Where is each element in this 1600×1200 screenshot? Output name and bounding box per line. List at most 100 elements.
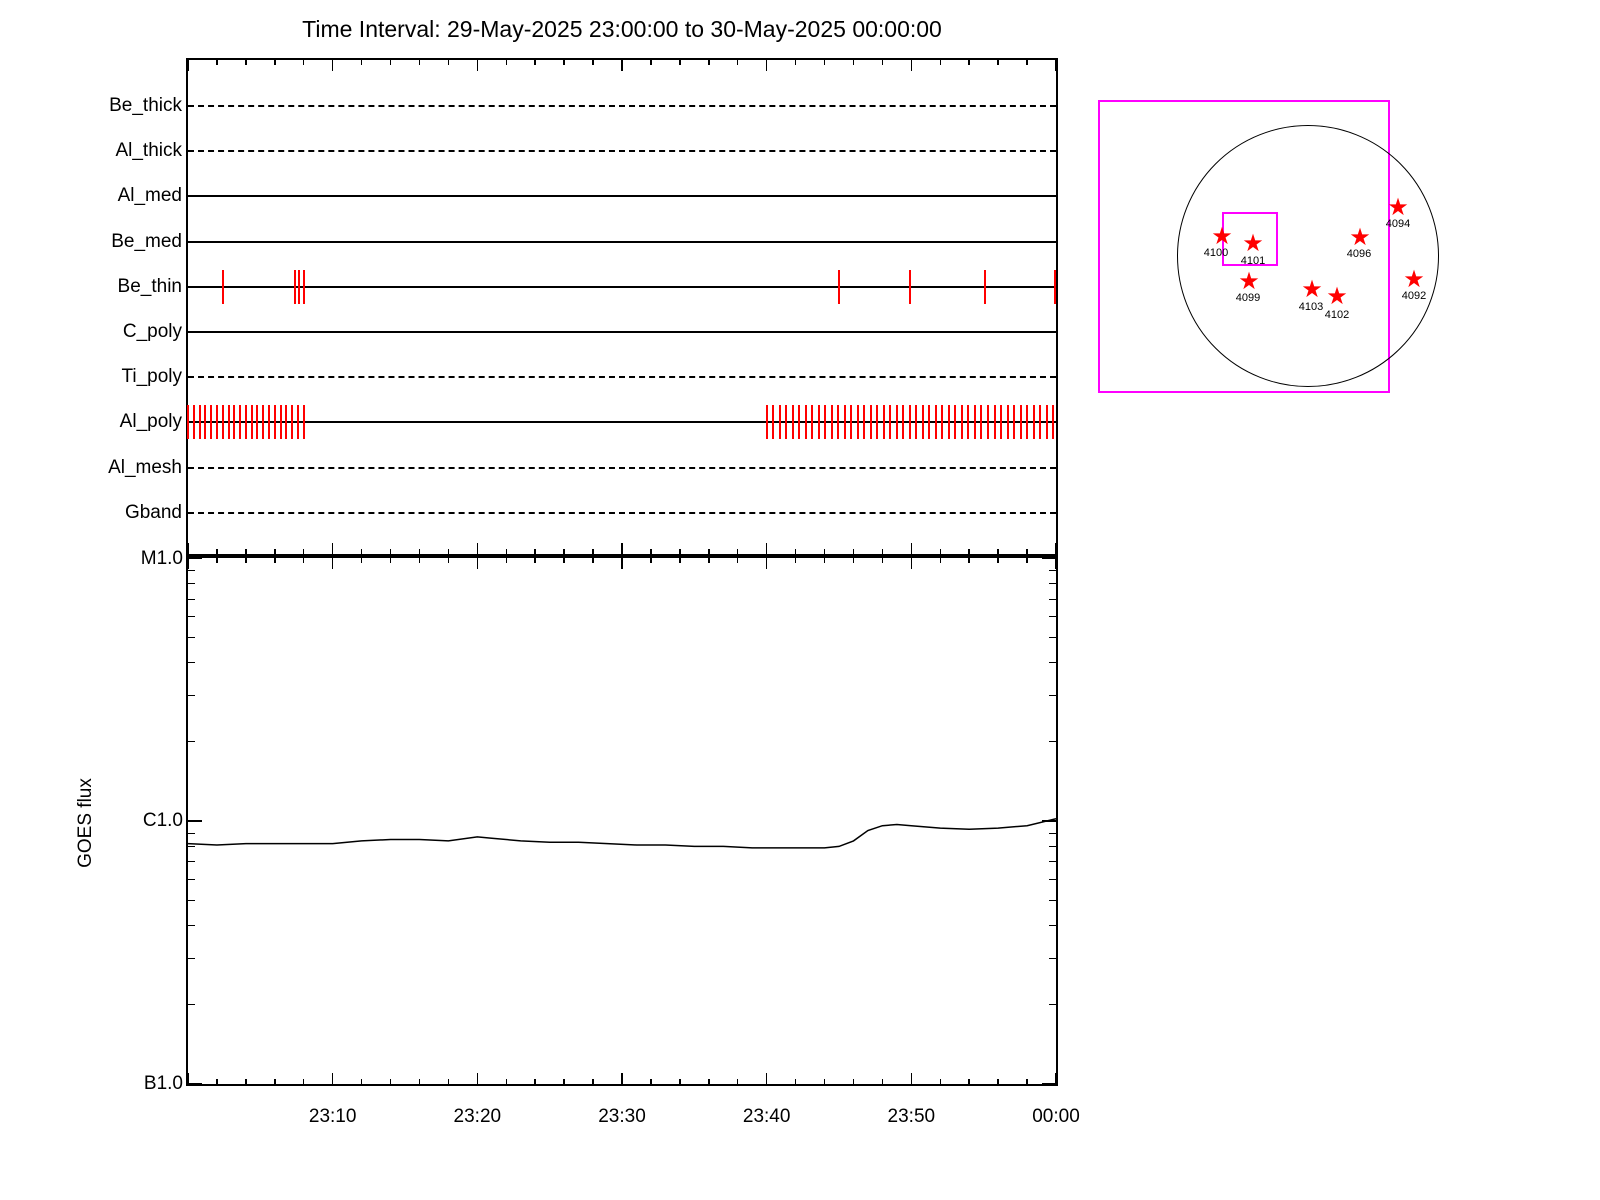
x-axis-tick: [765, 543, 768, 554]
x-axis-minor-tick: [823, 1079, 826, 1084]
observation-tick: [863, 405, 866, 440]
y-axis-minor-tick: [188, 598, 195, 600]
x-axis-minor-tick: [274, 1079, 276, 1084]
y-axis-minor-tick: [1049, 861, 1056, 863]
channel-line: [188, 421, 1056, 424]
x-axis-minor-tick: [968, 1079, 970, 1084]
x-axis-minor-tick: [794, 60, 797, 65]
channel-label-al_med: Al_med: [117, 185, 182, 207]
x-axis-minor-tick: [534, 549, 536, 554]
x-axis-tick: [1055, 60, 1057, 71]
x-axis-minor-tick: [447, 1079, 450, 1084]
observation-tick: [778, 405, 781, 440]
observation-tick: [1000, 405, 1003, 440]
observation-tick: [285, 405, 288, 440]
channel-label-be_thick: Be_thick: [109, 95, 182, 116]
x-axis-minor-tick: [274, 558, 276, 563]
x-axis-minor-tick: [679, 549, 681, 554]
y-axis-minor-tick: [188, 637, 195, 639]
x-axis-minor-tick: [708, 1079, 710, 1084]
y-axis-minor-tick: [188, 1003, 195, 1005]
x-axis-tick: [476, 1073, 479, 1084]
x-axis-minor-tick: [245, 1079, 247, 1084]
observation-tick: [830, 405, 833, 440]
y-tick-label: C1.0: [142, 810, 183, 831]
x-axis-minor-tick: [563, 549, 565, 554]
channel-label-al_poly: Al_poly: [119, 411, 182, 433]
x-axis-minor-tick: [534, 558, 536, 563]
solar-disk: [1177, 125, 1439, 387]
x-axis-minor-tick: [736, 549, 739, 554]
x-axis-minor-tick: [302, 558, 305, 563]
x-axis-minor-tick: [881, 549, 884, 554]
observation-tick: [239, 405, 242, 440]
observation-tick: [215, 405, 218, 440]
x-axis-minor-tick: [389, 549, 392, 554]
observation-tick: [233, 405, 236, 440]
observation-tick: [908, 405, 911, 440]
goes-flux-panel: [186, 556, 1058, 1086]
solar-map: ★ 4100 ★ 4101 ★ 4099 ★ 4103 ★ 4102 ★ 4096 ★ 4094 ★ 4092: [1095, 95, 1455, 405]
channel-line: [188, 150, 1056, 153]
x-axis-minor-tick: [534, 60, 536, 65]
x-axis-minor-tick: [505, 60, 508, 65]
observation-tick: [221, 269, 224, 304]
x-axis-minor-tick: [302, 1079, 305, 1084]
x-axis-minor-tick: [852, 60, 855, 65]
y-axis-minor-tick: [188, 845, 195, 847]
y-axis-tick: [1042, 820, 1056, 822]
x-axis-minor-tick: [505, 549, 508, 554]
observation-tick: [302, 405, 305, 440]
x-axis-minor-tick: [794, 558, 797, 563]
channel-line: [188, 285, 1056, 288]
observation-tick: [198, 405, 201, 440]
y-axis-minor-tick: [188, 924, 195, 926]
active-region-star-4099: ★: [1238, 268, 1260, 295]
x-axis-minor-tick: [939, 1079, 942, 1084]
channel-line: [188, 511, 1056, 514]
x-axis-tick: [910, 558, 913, 569]
y-axis-tick: [1042, 557, 1056, 560]
y-axis-minor-tick: [188, 662, 195, 664]
observation-tick: [296, 405, 299, 440]
observation-tick: [1045, 405, 1048, 440]
observation-tick: [302, 269, 305, 304]
x-axis-minor-tick: [650, 60, 652, 65]
observation-tick: [984, 269, 987, 304]
x-axis-minor-tick: [360, 558, 363, 563]
observation-tick: [804, 405, 807, 440]
observation-tick: [294, 269, 297, 304]
x-axis-minor-tick: [823, 549, 826, 554]
observation-tick: [843, 405, 846, 440]
x-axis-minor-tick: [794, 1079, 797, 1084]
observation-tick: [798, 405, 801, 440]
x-axis-minor-tick: [274, 60, 276, 65]
x-tick-label: 23:50: [887, 1106, 936, 1127]
x-axis-minor-tick: [216, 60, 218, 65]
y-axis-tick: [1042, 1082, 1056, 1085]
observation-tick: [785, 405, 788, 440]
x-axis-tick: [1055, 558, 1057, 569]
x-axis-minor-tick: [274, 549, 276, 554]
channel-line: [188, 331, 1056, 333]
observation-tick: [273, 405, 276, 440]
x-axis-minor-tick: [823, 558, 826, 563]
x-axis-minor-tick: [302, 60, 305, 65]
active-region-star-4100: ★: [1211, 223, 1233, 250]
x-axis-minor-tick: [852, 1079, 855, 1084]
observation-tick: [765, 405, 768, 440]
x-axis-tick: [331, 60, 334, 71]
x-axis-minor-tick: [881, 1079, 884, 1084]
observation-tick: [791, 405, 794, 440]
observation-tick: [928, 405, 931, 440]
x-axis-minor-tick: [505, 558, 508, 563]
x-axis-minor-tick: [679, 60, 681, 65]
plot-title: Time Interval: 29-May-2025 23:00:00 to 3…: [302, 16, 942, 42]
x-axis-minor-tick: [939, 549, 942, 554]
x-axis-tick: [331, 543, 334, 554]
x-axis-minor-tick: [1026, 558, 1028, 563]
x-axis-minor-tick: [794, 549, 797, 554]
x-axis-minor-tick: [1026, 60, 1028, 65]
observation-tick: [869, 405, 872, 440]
x-axis-tick: [476, 60, 479, 71]
